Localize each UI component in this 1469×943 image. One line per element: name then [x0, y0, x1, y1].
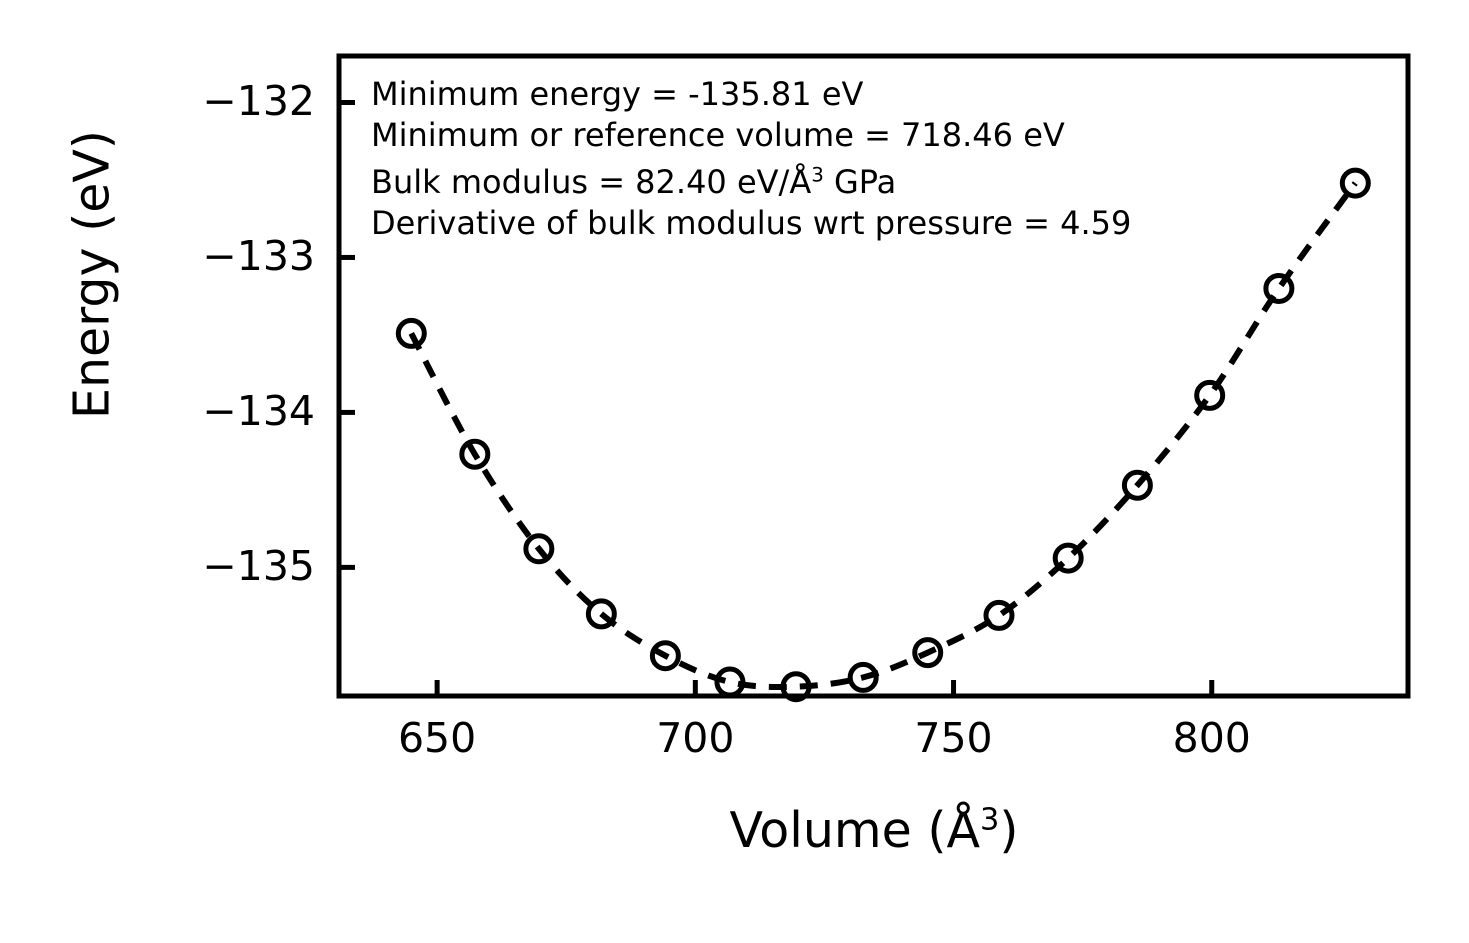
axes-frame	[336, 53, 1411, 699]
x-tick-label: 700	[656, 714, 735, 762]
data-point-marker	[585, 598, 617, 630]
annotation-line: Derivative of bulk modulus wrt pressure …	[371, 203, 1132, 242]
annotation-line: Minimum energy = -135.81 eV	[371, 75, 864, 113]
y-axis-label: Energy (eV)	[63, 129, 121, 420]
data-point-marker	[1121, 469, 1153, 501]
data-point-marker	[847, 661, 879, 693]
data-point-marker	[649, 640, 681, 672]
x-tick-label: 650	[397, 714, 477, 762]
y-tick-label: −133	[202, 232, 315, 281]
annotation-line: Bulk modulus = 82.40 eV/Å3 GPa	[371, 162, 897, 201]
data-point-marker	[780, 671, 812, 703]
data-point-marker	[395, 317, 427, 349]
data-line	[408, 181, 1358, 691]
data-point-marker	[912, 637, 944, 669]
data-point-marker	[1263, 272, 1295, 304]
annotation-line: Minimum or reference volume = 718.46 eV	[371, 115, 1065, 154]
y-tick-label: −134	[202, 387, 315, 436]
data-point-marker	[983, 599, 1015, 631]
tick-marks	[339, 99, 1215, 696]
x-tick-label: 800	[1172, 714, 1251, 762]
fit-parameters-annotation: Minimum energy = -135.81 eV Minimum or re…	[371, 74, 1351, 244]
data-point-marker	[1052, 542, 1084, 574]
data-point-marker	[459, 438, 491, 470]
x-axis-label: Volume (Å3)	[729, 802, 1019, 859]
data-point-marker	[523, 533, 555, 565]
y-tick-label: −135	[202, 542, 315, 591]
data-point-marker	[714, 666, 746, 698]
data-point-marker	[1339, 167, 1371, 199]
y-tick-label: −132	[202, 77, 315, 126]
data-series-layer	[395, 167, 1371, 703]
x-tick-label: 750	[914, 714, 993, 762]
data-markers	[395, 167, 1371, 703]
data-point-marker	[1194, 379, 1226, 411]
